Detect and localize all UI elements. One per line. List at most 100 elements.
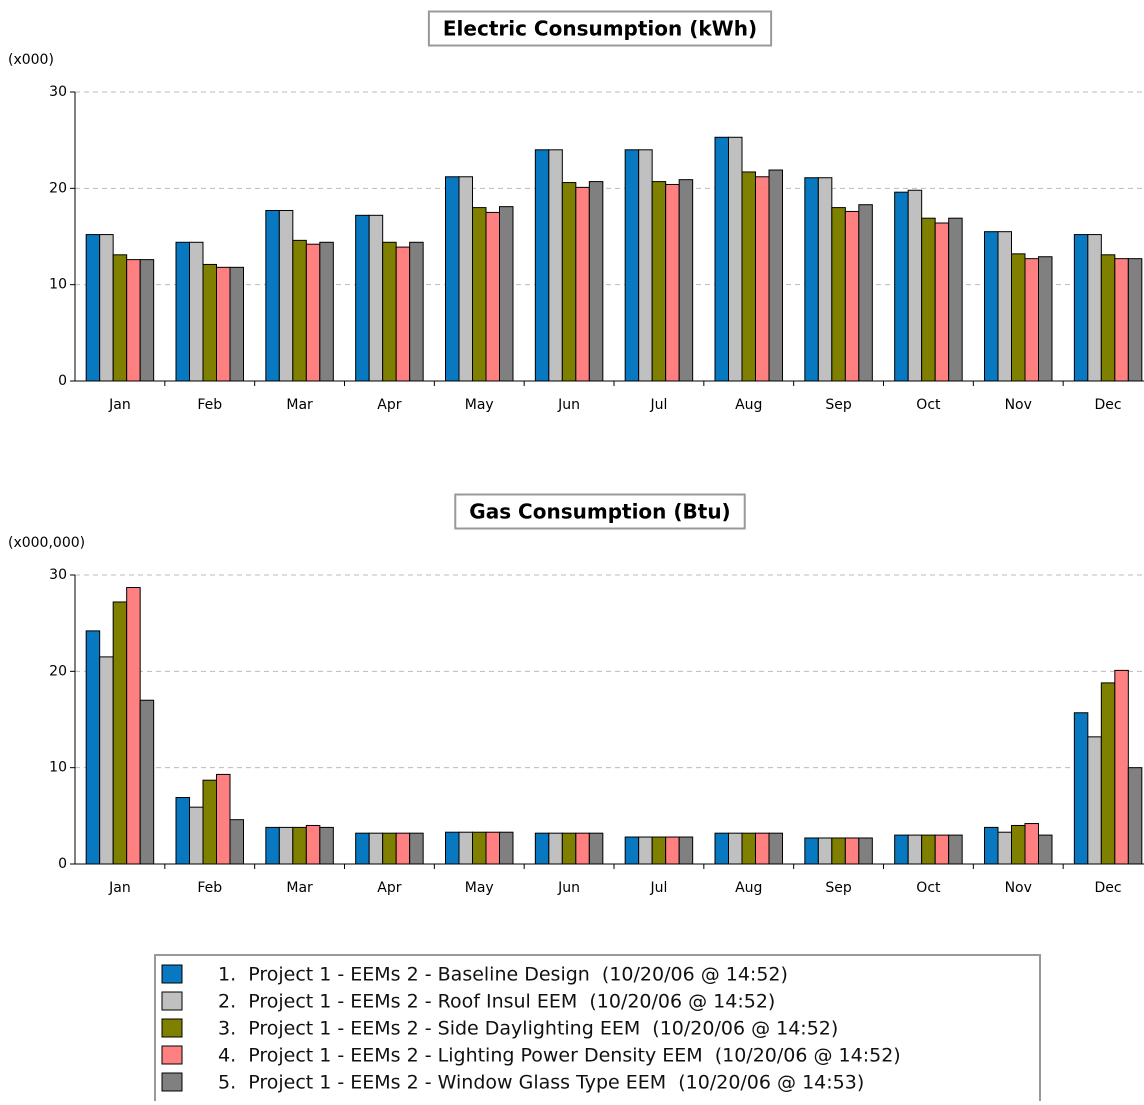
bar [804,837,819,865]
bar [499,206,514,382]
bar [1087,234,1102,382]
bar [229,266,244,382]
bar [1100,254,1116,382]
bar [319,826,334,865]
bar [714,832,729,865]
bar [305,824,321,865]
x-tick-label: Jan [108,880,131,896]
bar [844,210,860,382]
legend-swatch [161,1072,183,1092]
x-tick-label: Apr [377,880,401,896]
bar [934,834,950,865]
bar [651,836,667,865]
bar [768,832,783,865]
bar [292,826,307,865]
bar [499,831,514,865]
bar [472,831,487,865]
bar [678,836,694,865]
bar [894,191,909,382]
bar [934,222,950,382]
bar [755,176,770,382]
legend-text: 3. Project 1 - EEMs 2 - Side Daylighting… [218,1018,838,1040]
bar [624,836,640,865]
bar [216,773,231,865]
bar [485,211,500,382]
legend-text: 5. Project 1 - EEMs 2 - Window Glass Typ… [218,1072,864,1094]
bar [548,149,563,382]
y-tick-label: 20 [49,663,67,679]
unit-label: (x000,000) [8,535,85,551]
bar [948,834,963,865]
bar [858,837,873,865]
x-tick-label: Sep [825,880,852,896]
bar [395,246,411,382]
bar [831,207,846,382]
bar [534,832,550,865]
bar [817,837,833,865]
bar [409,241,424,382]
bar [355,832,370,865]
x-tick-label: Jan [108,397,131,413]
bar [229,819,244,865]
bar [638,149,653,382]
bar [1100,682,1116,865]
legend-text: 4. Project 1 - EEMs 2 - Lighting Power D… [218,1045,901,1067]
bar [831,837,846,865]
legend-swatch [161,991,183,1011]
bar [126,587,141,865]
bar [216,266,231,382]
bar [1073,712,1089,865]
bar [368,832,384,865]
bar [1127,767,1143,865]
bar [112,254,128,382]
bar [265,826,280,865]
bar [575,186,590,382]
y-tick-label: 0 [58,856,67,872]
bar [907,834,923,865]
x-tick-label: Sep [825,397,852,413]
bar [714,136,729,382]
y-tick-label: 30 [49,84,67,100]
bar [189,806,204,865]
chart-title: Gas Consumption (Btu) [469,500,730,524]
bar [1114,258,1129,382]
x-tick-label: Mar [286,397,313,413]
bar [139,699,155,865]
bar [265,209,280,382]
bar [1011,824,1026,865]
bar [894,834,909,865]
legend-box [154,954,1041,1105]
bar [638,836,653,865]
bar [472,207,487,382]
y-tick-label: 10 [49,277,67,293]
legend-swatch [161,1045,183,1065]
y-tick-label: 10 [49,760,67,776]
bar [624,149,640,382]
bar [575,832,590,865]
bar [112,601,128,865]
bar [665,836,680,865]
bar [319,241,334,382]
bar [588,181,604,382]
x-tick-label: Oct [916,880,941,896]
x-tick-label: Apr [377,397,401,413]
bar [1024,823,1039,865]
bar [921,834,936,865]
x-tick-label: Feb [197,880,222,896]
bar [1038,834,1053,865]
x-tick-label: May [465,397,494,413]
bar [85,234,101,382]
bar [844,837,860,865]
bar [561,832,577,865]
bar [741,832,756,865]
bar [1087,736,1102,865]
x-tick-label: Aug [735,397,762,413]
x-tick-label: Jun [557,880,580,896]
bar [804,177,819,382]
bar [768,169,783,382]
legend-text: 2. Project 1 - EEMs 2 - Roof Insul EEM (… [218,991,775,1013]
bar [755,832,770,865]
bar [126,259,141,382]
x-tick-label: Feb [197,397,222,413]
